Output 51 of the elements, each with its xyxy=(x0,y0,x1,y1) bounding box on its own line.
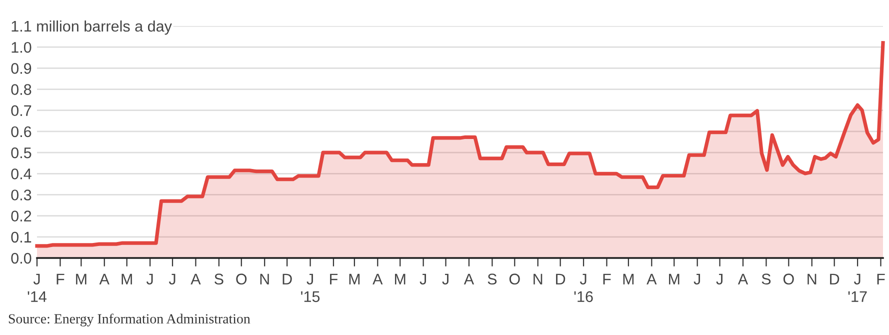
x-tick-label: O xyxy=(783,274,794,284)
y-tick-label: 1.1 million barrels a day xyxy=(12,20,172,35)
x-tick-label: F xyxy=(877,274,885,284)
x-tick-label: M xyxy=(623,274,634,284)
x-tick-label: F xyxy=(56,274,64,284)
x-tick-label: J xyxy=(420,274,426,284)
x-tick-label: N xyxy=(534,274,542,284)
x-tick-label: S xyxy=(762,274,771,284)
x-tick-label: M xyxy=(394,274,406,284)
source-note: Source: Energy Information Administration xyxy=(8,314,250,326)
y-tick-label: 1.0 xyxy=(12,42,32,53)
x-tick-label: J '15 xyxy=(301,274,320,302)
x-tick-label: M xyxy=(669,274,680,284)
y-tick-label: 0.2 xyxy=(11,210,32,222)
y-tick-label: 0.5 xyxy=(11,147,32,158)
y-tick-label: 0.9 xyxy=(11,63,32,74)
x-tick-label: A xyxy=(99,274,110,284)
y-tick-label: 0.8 xyxy=(11,84,32,95)
y-tick-label: 0.7 xyxy=(11,105,32,116)
x-tick-label: J xyxy=(168,274,176,284)
x-tick-label: J xyxy=(146,274,153,284)
y-tick-label: 0.3 xyxy=(11,190,32,200)
x-tick-label: D xyxy=(556,274,566,284)
x-tick-label: A xyxy=(372,274,383,284)
x-tick-label: D xyxy=(282,274,292,284)
x-tick-label: M xyxy=(76,274,86,284)
x-tick-label: J '16 xyxy=(574,274,593,302)
y-tick-label: 0.6 xyxy=(11,126,32,138)
x-tick-label: A xyxy=(738,274,748,284)
x-tick-label: J '14 xyxy=(28,274,47,302)
x-tick-label: A xyxy=(464,274,474,284)
y-tick-label: 0.4 xyxy=(11,168,32,180)
y-tick-label: 0.1 xyxy=(11,232,32,243)
y-tick-label: 0.0 xyxy=(11,252,32,264)
x-tick-label: O xyxy=(509,274,520,284)
x-tick-label: S xyxy=(214,274,224,284)
x-tick-label: M xyxy=(122,274,132,284)
x-tick-label: J xyxy=(694,274,700,284)
x-tick-label: F xyxy=(603,274,611,284)
x-tick-label: M xyxy=(349,274,360,284)
x-tick-label: D xyxy=(830,274,840,284)
x-tick-label: O xyxy=(236,274,247,284)
x-tick-label: S xyxy=(488,274,497,284)
x-tick-label: J xyxy=(716,274,722,284)
x-tick-label: J xyxy=(442,274,448,284)
x-tick-label: F xyxy=(330,274,338,284)
x-tick-label: J '17 xyxy=(848,274,867,302)
x-tick-label: A xyxy=(190,274,201,284)
x-tick-label: N xyxy=(808,274,816,284)
x-tick-label: N xyxy=(260,274,269,284)
x-tick-label: A xyxy=(646,274,657,284)
